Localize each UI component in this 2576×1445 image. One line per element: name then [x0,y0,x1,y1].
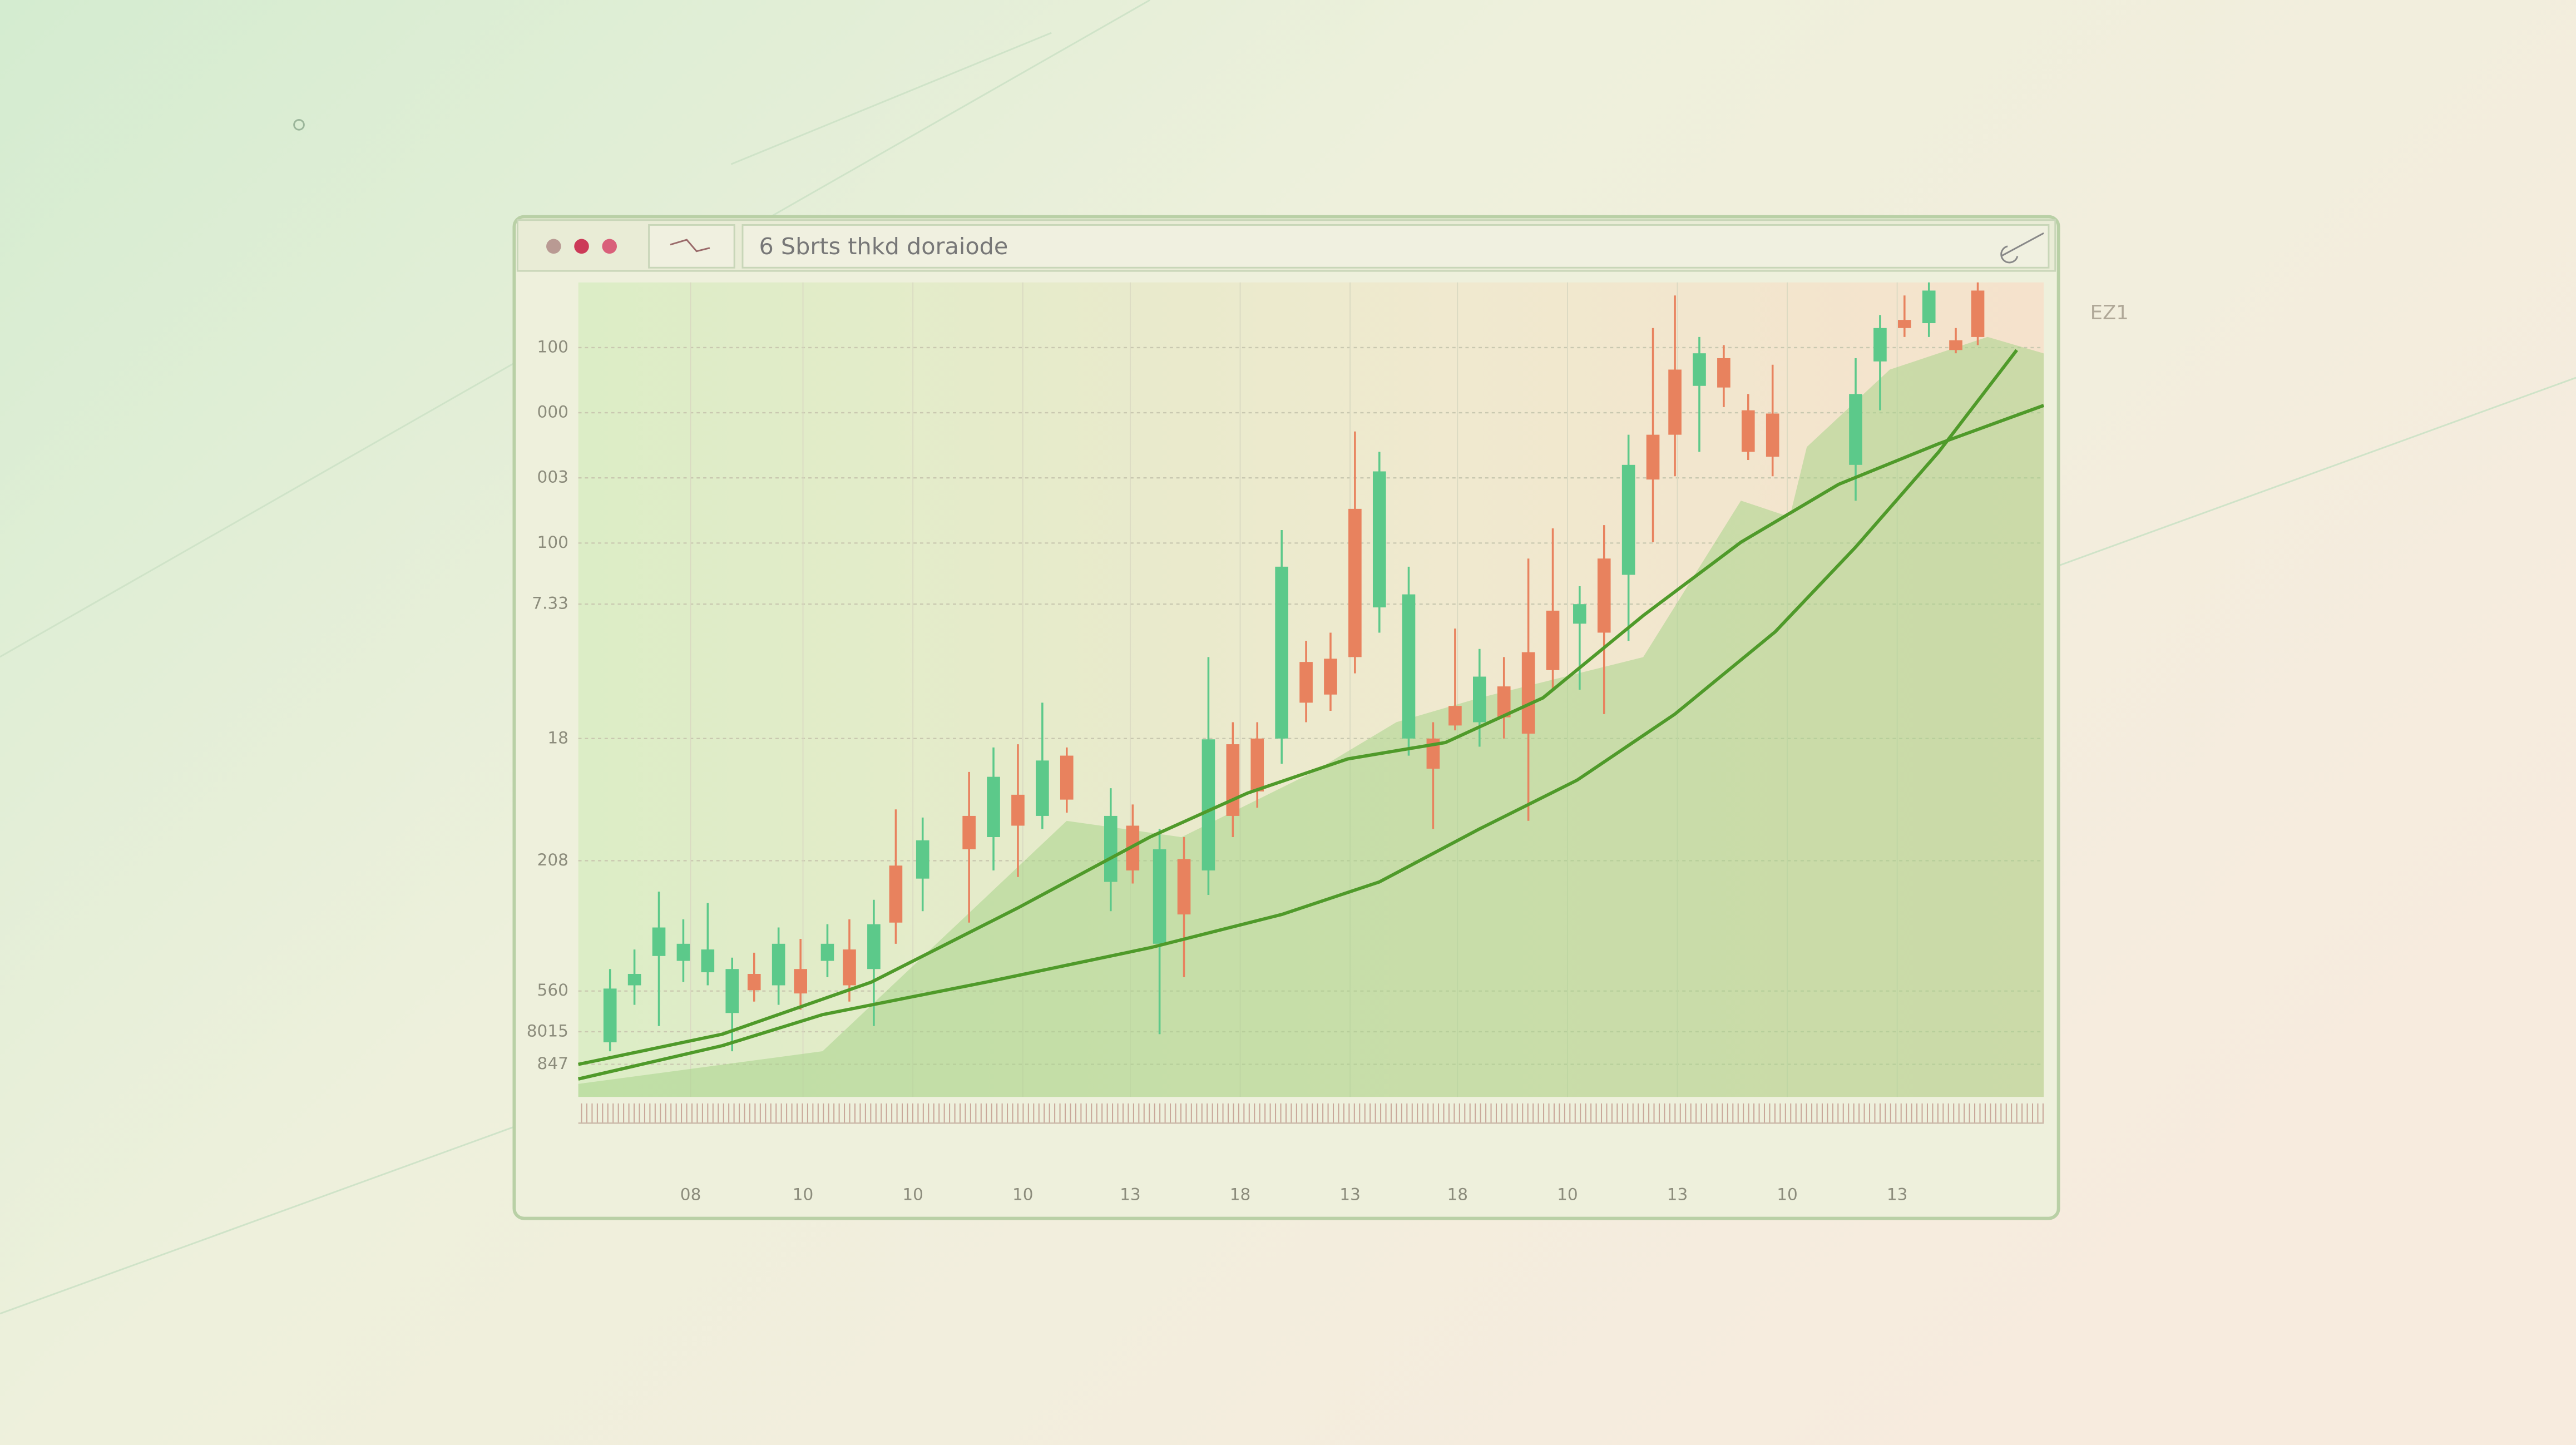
candle-body [1668,369,1682,435]
window-dot[interactable] [574,239,589,254]
y-tick-label: 847 [537,1054,568,1073]
candle-body [1971,290,1985,337]
candle-body [843,949,856,986]
y-tick-label: 208 [537,850,568,869]
candle-body [676,943,690,961]
x-tick-label: 10 [1557,1185,1578,1204]
brush-icon[interactable] [2000,232,2044,264]
candle-body [1011,794,1025,826]
x-tick-label: 10 [1777,1185,1798,1204]
candle-body [652,927,666,956]
y-tick-label: 560 [537,981,568,999]
candle-body [1646,434,1660,480]
x-tick-label: 13 [1667,1185,1688,1204]
candle-body [1621,464,1635,575]
candle-body [1372,471,1386,608]
candle-body [1849,394,1862,465]
candle-body [1402,594,1416,739]
x-tick-label: 13 [1339,1185,1361,1204]
candle-body [1153,849,1166,944]
x-tick-label: 18 [1230,1185,1251,1204]
candle-body [772,943,785,986]
chart: 100 000 003 100 7.33 18 208 560 8015 847 08 10 10 10 1… [527,282,2045,1204]
candle-body [1177,859,1191,915]
x-tick-label: 10 [1012,1185,1034,1204]
y-tick-label: 100 [537,533,568,552]
candle-body [987,776,1000,837]
candle-body [1202,739,1215,871]
candle-body [889,865,903,923]
candle-body [1497,686,1511,717]
tab-icon [670,239,710,253]
candle-body [1766,413,1779,457]
candle-body [820,943,834,961]
candle-body [1922,290,1936,324]
line-series [578,404,2045,1066]
candle-body [867,924,881,969]
candle-body [1448,706,1462,726]
candle-body [962,815,976,849]
candle-body [1036,760,1049,816]
candle-body [1250,738,1264,791]
candle-body [1597,558,1611,633]
y-tick-label: 7.33 [532,594,568,613]
candle-body [916,840,929,879]
candle-body [1521,652,1535,734]
x-tick-label: 08 [680,1185,701,1204]
candle-body [1873,328,1887,362]
y-tick-label: 8015 [527,1021,568,1040]
candle-body [725,969,739,1013]
x-tick-label: 18 [1447,1185,1469,1204]
y-tick-label: 000 [537,403,568,422]
candle-body [1226,744,1240,816]
decor-dot [293,119,305,131]
candle-body [1573,604,1586,624]
x-tick-label: 13 [1887,1185,1908,1204]
address-bar[interactable] [741,224,2050,269]
candle-body [747,974,761,991]
candle-body [1060,755,1074,800]
candle-body [1741,410,1755,452]
y-tick-label: 003 [537,468,568,487]
y-tick-label: 18 [547,728,568,747]
candle-body [1348,508,1362,657]
candle-body [627,974,641,986]
candle-body [1324,659,1337,695]
candle-body [701,949,715,973]
candle-body [1693,353,1706,386]
y-tick-label: 100 [537,337,568,356]
x-tick-label: 10 [902,1185,923,1204]
x-tick-label: 13 [1120,1185,1141,1204]
candle-body [1897,320,1911,328]
candle-body [794,969,807,994]
candle-body [1546,610,1560,670]
x-tick-label: 10 [793,1185,814,1204]
candle-body [1299,662,1313,703]
window-title: 6 Sbrts thkd doraiode [759,233,1008,260]
candle-body [1472,676,1486,722]
candle-body [1104,815,1118,882]
window-dot[interactable] [602,239,617,254]
side-label: EZ1 [2090,301,2129,324]
area [578,336,2044,1097]
candle-body [1717,358,1730,388]
candle-body [603,988,617,1043]
candle-body [1275,566,1288,739]
line-series [577,349,2018,1081]
candle-body [1949,340,1962,350]
window-dot[interactable] [546,239,561,254]
